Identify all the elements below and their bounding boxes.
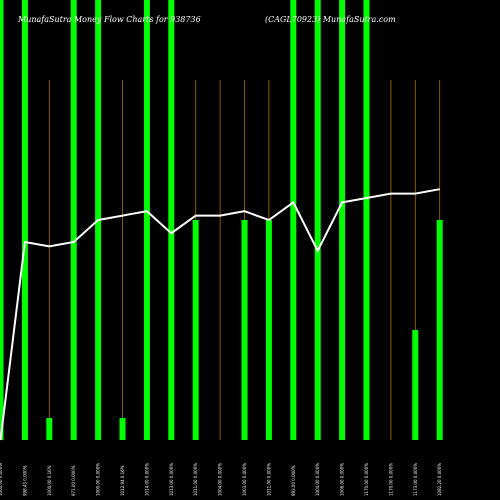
x-tick-label-4: 1000.00 0.000% (96, 463, 101, 496)
x-tick-label-3: 971.00 0.000% (71, 465, 76, 496)
x-tick-label-13: 1004.00 0.000% (315, 463, 320, 496)
bar-11 (265, 220, 272, 440)
chart-title-left: MunafaSutra Money Flow Charts for 938736 (17, 15, 201, 24)
bar-17 (412, 330, 419, 440)
x-tick-label-6: 1014.00 0.000% (144, 463, 149, 496)
x-tick-label-10: 1003.00 0.000% (242, 463, 247, 496)
x-tick-label-5: 1012.94 0.16% (120, 465, 125, 496)
x-tick-label-12: 993.00 0.000% (291, 465, 296, 496)
bar-18 (436, 220, 443, 440)
x-tick-label-17: 1173.00 0.000% (413, 463, 418, 496)
x-tick-label-15: 1170.00 0.000% (364, 463, 369, 496)
x-tick-label-7: 1013.00 0.000% (169, 463, 174, 496)
bar-5 (119, 418, 126, 440)
bar-8 (192, 220, 199, 440)
bar-3 (70, 0, 77, 440)
x-tick-label-2: 1000.00 0.16% (47, 465, 52, 496)
bar-14 (339, 0, 346, 440)
x-tick-label-14: 1006.00 0.000% (340, 463, 345, 496)
money-flow-line (0, 188, 440, 441)
bar-10 (241, 220, 248, 440)
x-tick-label-11: 1011.00 0.000% (266, 463, 271, 496)
bar-6 (143, 0, 150, 440)
x-tick-label-16: 1170.00 0.000% (388, 463, 393, 496)
bar-2 (46, 418, 53, 440)
bar-0 (0, 0, 4, 440)
bar-7 (168, 0, 175, 440)
x-tick-label-0: 1000.00 0.000% (0, 463, 3, 496)
x-tick-label-8: 1011.00 0.000% (193, 463, 198, 496)
bar-12 (290, 0, 297, 440)
bar-15 (363, 0, 370, 440)
x-tick-label-9: 1004.00 0.000% (218, 463, 223, 496)
x-tick-label-1: 998.43 0.000% (22, 465, 27, 496)
bar-13 (314, 0, 321, 440)
bar-1 (21, 0, 28, 440)
chart-title-right: (CAGL70923) MunafaSutra.com (265, 15, 396, 24)
x-tick-label-18: 1082.20 0.000% (437, 463, 442, 496)
